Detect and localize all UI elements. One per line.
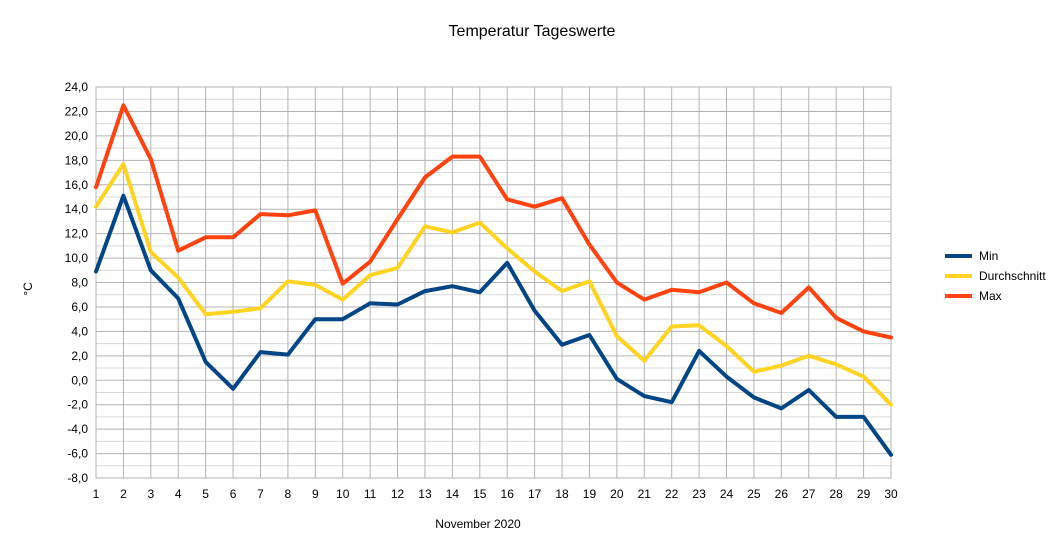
y-tick-label: 24,0 — [65, 80, 89, 94]
x-tick-label: 30 — [884, 487, 898, 501]
plot-frame — [95, 86, 892, 479]
x-tick-label: 21 — [638, 487, 652, 501]
legend-label-max: Max — [979, 289, 1002, 303]
y-tick-label: 16,0 — [65, 178, 89, 192]
x-tick-label: 3 — [147, 487, 154, 501]
grid-lines — [95, 86, 892, 479]
x-tick-label: 29 — [857, 487, 871, 501]
series-lines — [94, 103, 893, 457]
x-axis-tick-labels: 1 2 3 4 5 6 7 8 9 10 11 12 13 14 15 16 17 18 19 20 21 22 23 24 2… — [93, 487, 898, 501]
x-tick-label: 7 — [257, 487, 264, 501]
x-tick-label: 24 — [720, 487, 734, 501]
legend-label-min: Min — [979, 249, 998, 263]
x-tick-label: 28 — [829, 487, 843, 501]
y-axis-tick-labels: 24,0 22,0 20,0 18,0 16,0 14,0 12,0 10,0 8,0 6,0 4,… — [65, 80, 89, 485]
x-tick-label: 27 — [802, 487, 816, 501]
legend: Min Durchschnitt Max — [945, 249, 1046, 303]
x-tick-label: 14 — [446, 487, 460, 501]
x-tick-label: 10 — [336, 487, 350, 501]
x-tick-label: 18 — [555, 487, 569, 501]
chart-title: Temperatur Tageswerte — [449, 23, 616, 40]
y-axis-label: °C — [21, 282, 35, 296]
x-tick-label: 5 — [202, 487, 209, 501]
x-tick-label: 4 — [175, 487, 182, 501]
legend-label-durchschnitt: Durchschnitt — [979, 269, 1046, 283]
y-tick-label: -6,0 — [67, 447, 88, 461]
x-tick-label: 13 — [418, 487, 432, 501]
y-tick-label: 6,0 — [71, 300, 88, 314]
x-tick-label: 17 — [528, 487, 542, 501]
y-tick-label: 10,0 — [65, 251, 89, 265]
x-tick-label: 22 — [665, 487, 679, 501]
x-tick-label: 6 — [230, 487, 237, 501]
x-tick-label: 11 — [364, 487, 377, 501]
x-tick-label: 2 — [120, 487, 127, 501]
x-tick-label: 19 — [583, 487, 597, 501]
y-tick-label: 8,0 — [71, 276, 88, 290]
x-tick-label: 26 — [775, 487, 789, 501]
y-tick-label: 4,0 — [71, 324, 88, 338]
y-tick-label: 14,0 — [65, 202, 89, 216]
y-tick-label: 20,0 — [65, 129, 89, 143]
y-tick-label: 0,0 — [71, 373, 88, 387]
y-tick-label: -8,0 — [67, 471, 88, 485]
x-tick-label: 25 — [747, 487, 761, 501]
y-tick-label: 22,0 — [65, 104, 89, 118]
x-tick-label: 1 — [93, 487, 100, 501]
x-tick-label: 23 — [692, 487, 706, 501]
x-tick-label: 15 — [473, 487, 487, 501]
y-tick-label: 18,0 — [65, 153, 89, 167]
y-tick-label: -4,0 — [67, 422, 88, 436]
series-line-max — [94, 103, 893, 340]
y-tick-label: -2,0 — [67, 398, 88, 412]
x-tick-label: 20 — [610, 487, 624, 501]
series-line-min — [94, 193, 893, 457]
series-line-durchschnitt — [94, 162, 893, 407]
x-tick-label: 9 — [312, 487, 319, 501]
y-tick-label: 12,0 — [65, 227, 89, 241]
x-axis-label: November 2020 — [435, 517, 521, 531]
x-tick-label: 8 — [285, 487, 292, 501]
y-tick-label: 2,0 — [71, 349, 88, 363]
x-tick-label: 16 — [501, 487, 515, 501]
x-tick-label: 12 — [391, 487, 405, 501]
